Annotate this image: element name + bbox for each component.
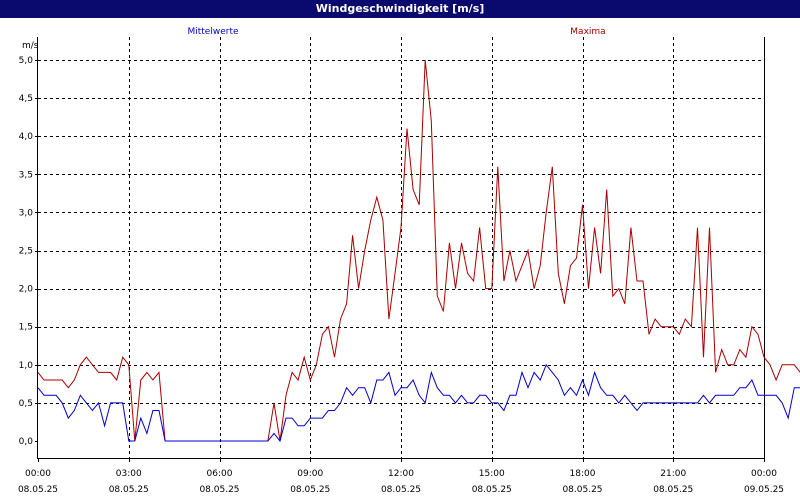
x-tick-time: 00:00 — [25, 469, 51, 479]
x-tick-date: 08.05.25 — [562, 485, 602, 495]
x-tick-time: 21:00 — [660, 469, 686, 479]
x-tick-labels: 00:00 08.05.25 03:00 08.05.25 06:00 08.05.25 0… — [18, 469, 784, 495]
x-tick-date: 08.05.25 — [472, 485, 512, 495]
y-tick-label: 3,0 — [19, 208, 34, 218]
y-axis-label: m/s — [22, 41, 39, 51]
x-tick-date: 08.05.25 — [290, 485, 330, 495]
chart-title: Windgeschwindigkeit [m/s] — [0, 0, 800, 18]
y-tick-label: 1,0 — [19, 361, 34, 371]
y-tick-label: 2,0 — [19, 285, 34, 295]
x-tick-date: 08.05.25 — [653, 485, 693, 495]
chart-svg: 0,00,51,01,52,02,53,03,54,04,55,0 00:000… — [18, 27, 800, 495]
x-tick-time: 00:00 — [751, 469, 777, 479]
y-tick-label: 2,5 — [19, 247, 33, 257]
wind-chart: 0,0 0,5 1,0 1,5 2,0 2,5 3,0 3,5 4,0 4,5 5,0 00:00 0… — [0, 18, 800, 500]
y-tick-label: 4,0 — [19, 132, 34, 142]
x-tick-date: 08.05.25 — [199, 485, 239, 495]
y-tick-label: 3,5 — [19, 170, 33, 180]
legend-maxima: Maxima — [570, 27, 605, 37]
grid — [35, 37, 765, 462]
series-line-maxima — [37, 59, 800, 442]
x-tick-time: 18:00 — [570, 469, 596, 479]
y-tick-label: 4,5 — [19, 94, 33, 104]
x-tick-time: 06:00 — [207, 469, 233, 479]
x-tick-date: 08.05.25 — [381, 485, 421, 495]
legend-mittelwerte: Mittelwerte — [187, 27, 238, 37]
x-tick-date: 08.05.25 — [18, 485, 58, 495]
series-line-mittelwerte — [37, 363, 800, 443]
y-tick-label: 0,0 — [19, 437, 34, 447]
x-tick-time: 12:00 — [388, 469, 414, 479]
x-tick-time: 09:00 — [297, 469, 323, 479]
y-tick-label: 5,0 — [19, 56, 34, 66]
x-tick-time: 03:00 — [116, 469, 142, 479]
y-tick-label: 1,5 — [19, 323, 33, 333]
series-group — [37, 59, 800, 443]
y-tick-labels: 0,0 0,5 1,0 1,5 2,0 2,5 3,0 3,5 4,0 4,5 5,0 — [19, 56, 34, 447]
y-tick-label: 0,5 — [19, 399, 33, 409]
x-tick-time: 15:00 — [479, 469, 505, 479]
x-tick-date: 08.05.25 — [109, 485, 149, 495]
x-tick-date: 09.05.25 — [744, 485, 784, 495]
